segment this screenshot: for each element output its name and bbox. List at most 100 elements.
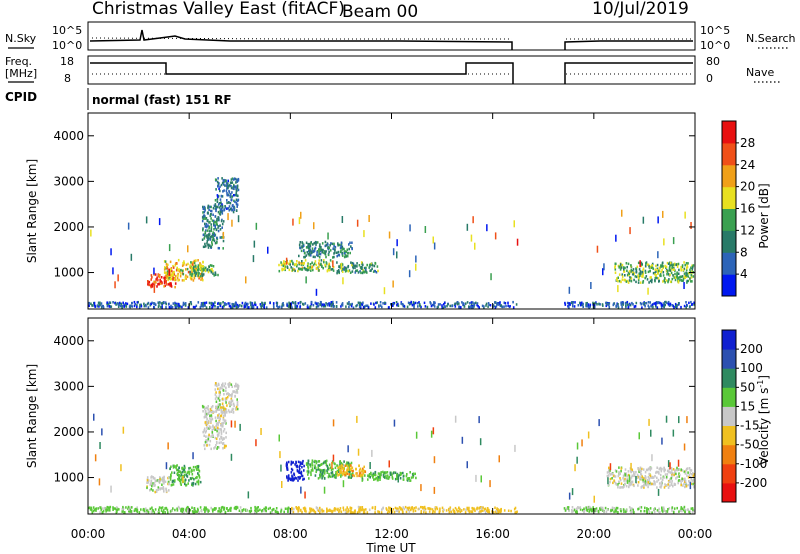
echo-cell xyxy=(224,205,226,208)
echo-cell xyxy=(350,468,352,472)
echo-cell xyxy=(217,510,219,513)
echo-cell xyxy=(212,269,214,273)
echo-cell xyxy=(683,470,686,474)
echo-cell xyxy=(206,422,209,426)
echo-cell xyxy=(380,471,382,474)
echo-cell xyxy=(395,301,398,304)
echo-cell xyxy=(211,234,213,238)
echo-cell xyxy=(366,511,369,514)
echo-cell xyxy=(611,477,613,480)
echo-cell xyxy=(128,508,130,511)
echo-cell xyxy=(207,421,209,424)
echo-cell xyxy=(345,305,347,308)
echo-cell xyxy=(337,242,339,245)
echo-cell xyxy=(177,258,180,262)
echo-cell xyxy=(331,471,334,474)
echo-cell xyxy=(303,477,305,481)
echo-cell xyxy=(210,414,213,417)
echo-cell xyxy=(287,479,289,482)
echo-cell xyxy=(340,241,343,244)
echo-cell xyxy=(335,301,338,304)
scatter-cell xyxy=(609,463,612,471)
echo-cell xyxy=(362,467,364,471)
echo-cell xyxy=(289,260,291,263)
echo-cell xyxy=(579,303,582,307)
echo-cell xyxy=(175,302,177,306)
echo-cell xyxy=(418,507,420,511)
echo-cell xyxy=(319,248,321,251)
echo-cell xyxy=(185,268,187,271)
echo-cell xyxy=(470,306,472,309)
echo-cell xyxy=(365,508,367,511)
freq-trace-2 xyxy=(564,62,693,84)
echo-cell xyxy=(319,470,322,473)
echo-cell xyxy=(620,509,622,513)
echo-cell xyxy=(621,305,623,309)
echo-cell xyxy=(190,278,193,281)
echo-cell xyxy=(212,303,215,307)
echo-cell xyxy=(310,471,312,474)
echo-cell xyxy=(106,304,109,308)
echo-cell xyxy=(133,304,136,308)
echo-cell xyxy=(194,268,197,271)
freq-panel-frame xyxy=(87,55,696,85)
echo-cell xyxy=(673,507,676,510)
echo-cell xyxy=(216,447,218,450)
echo-cell xyxy=(341,473,344,476)
echo-cell xyxy=(485,302,488,306)
echo-cell xyxy=(307,464,309,468)
echo-cell xyxy=(369,476,371,479)
echo-cell xyxy=(350,476,352,479)
echo-cell xyxy=(214,271,217,274)
echo-cell xyxy=(174,301,176,305)
echo-cell xyxy=(113,507,116,510)
echo-cell xyxy=(212,213,214,216)
echo-cell xyxy=(207,243,210,246)
colorbar-swatch xyxy=(722,252,736,275)
echo-cell xyxy=(334,245,337,249)
scatter-cell xyxy=(683,282,685,289)
echo-cell xyxy=(206,229,209,232)
echo-cell xyxy=(216,223,218,226)
echo-cell xyxy=(487,510,489,513)
echo-cell xyxy=(354,266,356,269)
echo-cell xyxy=(499,510,502,514)
echo-cell xyxy=(227,194,229,197)
echo-cell xyxy=(408,506,410,509)
echo-cell xyxy=(166,276,168,280)
echo-cell xyxy=(230,403,233,406)
echo-cell xyxy=(625,262,628,265)
echo-cell xyxy=(503,509,506,512)
echo-cell xyxy=(210,205,212,209)
echo-cell xyxy=(389,472,392,476)
echo-cell xyxy=(167,482,169,486)
echo-cell xyxy=(666,301,668,305)
echo-cell xyxy=(209,209,212,213)
echo-cell xyxy=(116,302,119,305)
scatter-cell xyxy=(110,485,112,493)
echo-cell xyxy=(219,228,222,231)
echo-cell xyxy=(484,511,487,514)
echo-cell xyxy=(612,474,615,477)
echo-cell xyxy=(390,303,392,306)
echo-cell xyxy=(208,237,210,240)
echo-cell xyxy=(165,306,167,309)
echo-cell xyxy=(230,178,233,181)
echo-cell xyxy=(203,304,205,307)
echo-cell xyxy=(341,270,344,273)
echo-cell xyxy=(692,275,695,278)
scatter-cell xyxy=(635,476,637,483)
echo-cell xyxy=(217,405,220,409)
echo-cell xyxy=(637,274,639,277)
echo-cell xyxy=(628,506,631,509)
echo-cell xyxy=(216,429,218,433)
echo-cell xyxy=(183,279,185,282)
echo-cell xyxy=(294,476,296,479)
echo-cell xyxy=(665,300,667,304)
echo-cell xyxy=(494,301,496,304)
echo-cell xyxy=(317,254,319,258)
echo-cell xyxy=(290,304,293,308)
echo-cell xyxy=(654,483,656,486)
echo-cell xyxy=(204,242,206,246)
